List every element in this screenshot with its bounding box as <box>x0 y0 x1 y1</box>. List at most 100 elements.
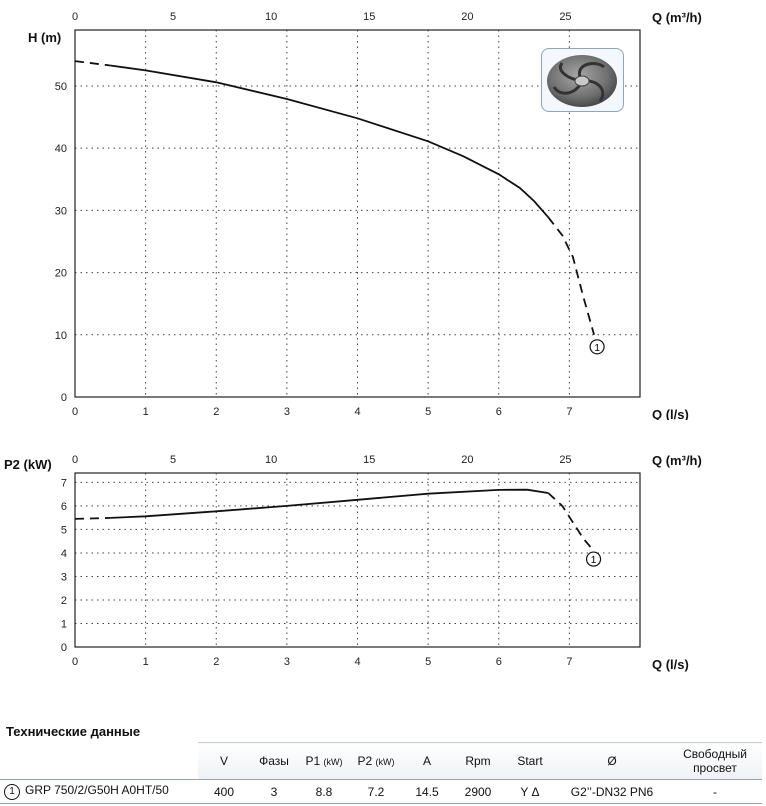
h-x-tick-label: 0 <box>72 406 78 418</box>
h-curve-dashed-end <box>547 216 595 336</box>
p-y-tick-label: 5 <box>61 524 67 536</box>
p-x-tick-label: 6 <box>496 656 502 668</box>
specs-header-free-passage: Свободный просвет <box>668 742 762 780</box>
p-x2-tick-label: 20 <box>461 454 473 466</box>
specs-header-connection: Ø <box>556 742 668 780</box>
p-y-tick-label: 6 <box>61 501 67 513</box>
specs-cell: 7.2 <box>350 779 402 804</box>
specs-cell: 3 <box>250 779 298 804</box>
h-y-tick-label: 50 <box>55 81 67 93</box>
p-curve-marker-label: 1 <box>591 555 597 566</box>
specs-header-text: Start <box>517 754 543 768</box>
p-y-tick-label: 1 <box>61 618 67 630</box>
h-x-tick-label: 2 <box>213 406 219 418</box>
h-x2-tick-label: 10 <box>265 11 277 23</box>
impeller-image <box>541 48 624 112</box>
specs-header-phases: Фазы <box>250 742 298 780</box>
p-x2-tick-label: 5 <box>170 454 176 466</box>
specs-header-blank <box>0 742 198 780</box>
specs-header-text: Ø <box>607 754 617 768</box>
h-x2-tick-label: 0 <box>72 11 78 23</box>
specs-cell: 2900 <box>452 779 504 804</box>
specs-header-text: P1 <box>305 754 321 768</box>
p-x-tick-label: 2 <box>213 656 219 668</box>
specs-header-text: Фазы <box>259 754 289 768</box>
specs-header-unit: (kW) <box>375 757 395 767</box>
power-y-axis-label: P2 (kW) <box>4 457 52 472</box>
h-x2-tick-label: 15 <box>363 11 375 23</box>
h-y-tick-label: 20 <box>55 268 67 280</box>
specs-header-text: A <box>422 754 431 768</box>
h-curve-dashed-start <box>74 60 111 67</box>
p-curve-solid <box>110 488 549 519</box>
specs-header-unit: (kW) <box>323 757 343 767</box>
p-y-tick-label: 0 <box>61 642 67 654</box>
specs-header-text: V <box>219 754 228 768</box>
p-x2-tick-label: 25 <box>559 454 571 466</box>
p-curve-dashed-start <box>74 517 111 520</box>
h-curve-marker <box>589 339 605 355</box>
p-x-tick-label: 3 <box>284 656 290 668</box>
specs-header-text: Свободный просвет <box>683 747 747 775</box>
h-x-tick-label: 7 <box>566 406 572 418</box>
specs-title: Технические данные <box>6 724 141 739</box>
specs-data-row: 1 GRP 750/2/G50H A0HT/50 400 3 8.8 7.2 14… <box>0 779 762 804</box>
specs-header-row: V Фазы P1 (kW) P2 (kW) A Rpm Start Ø Сво… <box>0 742 762 780</box>
specs-cell: 8.8 <box>298 779 350 804</box>
p-x-tick-label: 7 <box>566 656 572 668</box>
h-x-tick-label: 4 <box>354 406 360 418</box>
h-y-tick-label: 0 <box>61 392 67 404</box>
h-x2-tick-label: 5 <box>170 11 176 23</box>
h-x-tick-label: 1 <box>143 406 149 418</box>
h-y-tick-label: 40 <box>55 143 67 155</box>
h-x-tick-label: 6 <box>496 406 502 418</box>
specs-header-text: P2 <box>357 754 373 768</box>
specs-header-a: A <box>402 742 452 780</box>
p-y-tick-label: 7 <box>61 477 67 489</box>
p-x-tick-label: 0 <box>72 656 78 668</box>
head-chart-frame <box>74 29 641 398</box>
h-x-tick-label: 5 <box>425 406 431 418</box>
specs-cell: - <box>668 779 762 804</box>
power-x2-axis-label: Q (m³/h) <box>652 453 702 468</box>
specs-cell: Y Δ <box>504 779 556 804</box>
p-x-tick-label: 1 <box>143 656 149 668</box>
specs-header-v: V <box>198 742 250 780</box>
specs-model-cell: 1 GRP 750/2/G50H A0HT/50 <box>0 779 198 804</box>
p-x2-tick-label: 0 <box>72 454 78 466</box>
specs-cell: 14.5 <box>402 779 452 804</box>
specs-cell: G2’’-DN32 PN6 <box>556 779 668 804</box>
specs-header-start: Start <box>504 742 556 780</box>
p-y-tick-label: 2 <box>61 595 67 607</box>
specs-model-name: GRP 750/2/G50H A0HT/50 <box>25 783 169 797</box>
head-y-axis-label: H (m) <box>28 30 61 45</box>
p-x2-tick-label: 10 <box>265 454 277 466</box>
head-x2-axis-label: Q (m³/h) <box>652 10 702 25</box>
p-x-tick-label: 4 <box>354 656 360 668</box>
specs-table: V Фазы P1 (kW) P2 (kW) A Rpm Start Ø Сво… <box>0 742 762 804</box>
p-curve-dashed-end <box>547 492 592 548</box>
h-curve-marker-label: 1 <box>594 343 600 354</box>
h-curve-solid <box>110 64 549 218</box>
p-x2-tick-label: 15 <box>363 454 375 466</box>
curve-marker-badge: 1 <box>4 784 20 800</box>
specs-header-p1: P1 (kW) <box>298 742 350 780</box>
power-x-axis-label: Q (l/s) <box>652 657 689 672</box>
specs-header-text: Rpm <box>465 754 491 768</box>
p-curve-marker <box>585 551 602 567</box>
h-x2-tick-label: 25 <box>559 11 571 23</box>
head-x-axis-label: Q (l/s) <box>652 407 689 420</box>
h-x2-tick-label: 20 <box>461 11 473 23</box>
p-y-tick-label: 3 <box>61 571 67 583</box>
p-x-tick-label: 5 <box>425 656 431 668</box>
h-y-tick-label: 10 <box>55 330 67 342</box>
head-chart: 0 1 2 3 4 5 6 7 0 10 20 30 40 50 0 5 10 15 20 25 1 H (m) Q … <box>28 10 702 420</box>
specs-header-rpm: Rpm <box>452 742 504 780</box>
h-x-tick-label: 3 <box>284 406 290 418</box>
specs-cell: 400 <box>198 779 250 804</box>
specs-header-p2: P2 (kW) <box>350 742 402 780</box>
p-y-tick-label: 4 <box>61 548 67 560</box>
power-chart-frame <box>74 472 641 648</box>
impeller-icon <box>547 55 617 107</box>
